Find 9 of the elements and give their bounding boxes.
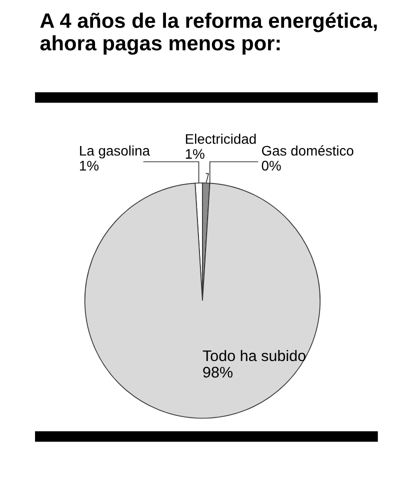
data-label: 1% (80, 160, 99, 171)
data-label: 98% (203, 366, 233, 378)
text: 0% (262, 160, 281, 171)
slice-label: Electricidad (186, 134, 256, 144)
data-label: 1% (186, 149, 204, 159)
slice-label: Todo ha subido (202, 350, 306, 362)
category-label: Gas doméstico (262, 145, 354, 156)
chart-title: A 4 años de la reforma energética, ahora pagas menos por: (40, 12, 377, 55)
slice-label: La gasolina (80, 145, 150, 158)
